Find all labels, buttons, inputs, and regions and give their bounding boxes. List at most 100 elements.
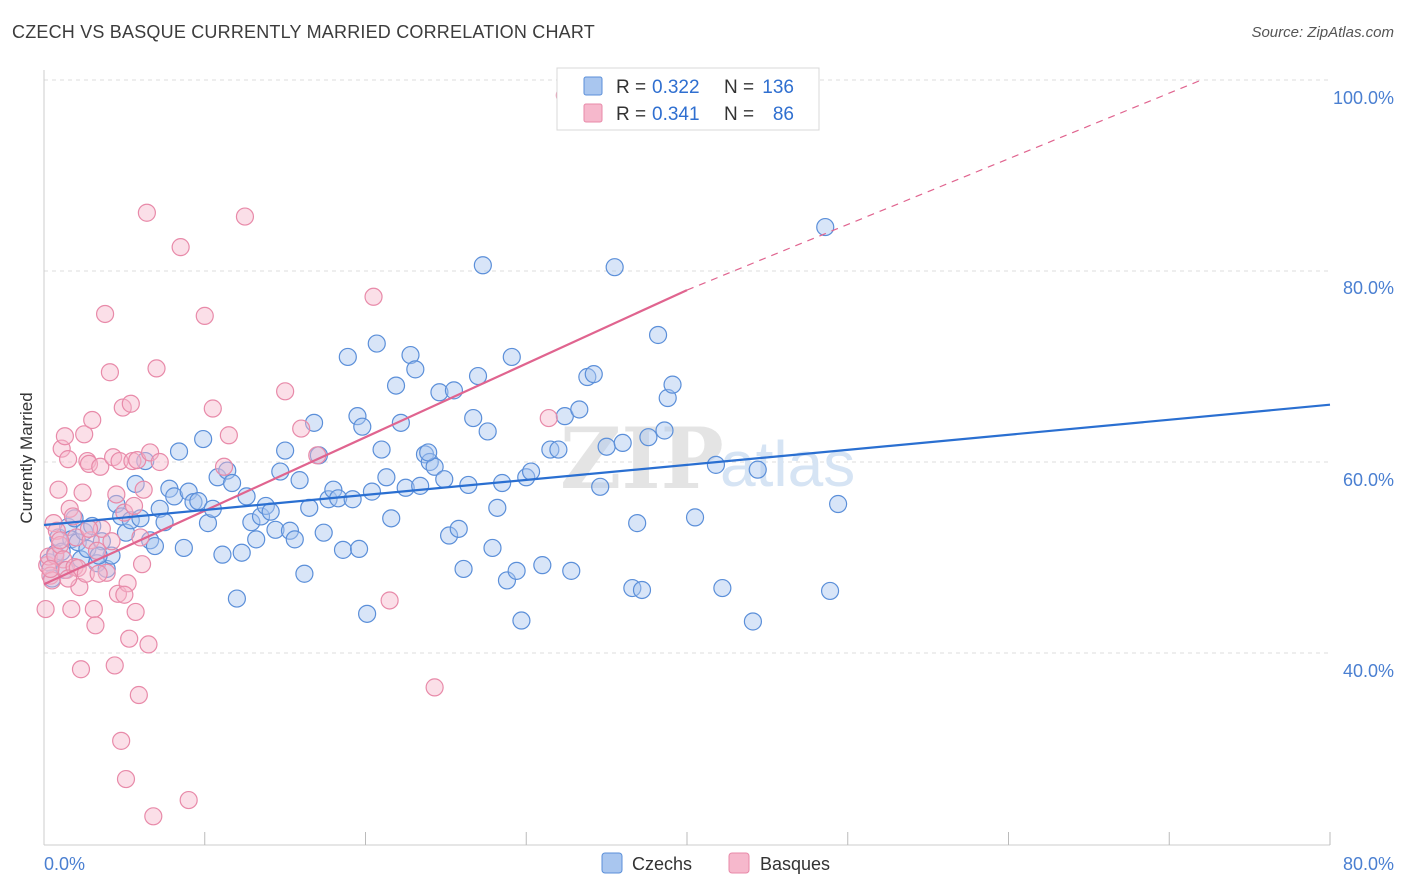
basque-point-80 [41, 559, 60, 579]
x-axis-ticks [204, 832, 1331, 845]
legend-swatch-czech [583, 76, 603, 96]
czech-point-119 [632, 580, 652, 600]
czech-point-126 [706, 455, 726, 474]
basque-point-56 [134, 480, 153, 499]
basque-point-27 [79, 454, 99, 474]
basque-point-64 [179, 790, 198, 810]
legend-n-value-basque: 86 [773, 104, 794, 125]
czech-point-87 [439, 526, 459, 545]
basque-point-46 [116, 769, 136, 789]
czech-point-105 [533, 556, 552, 575]
legend-n-value-czech: 136 [762, 77, 794, 98]
czech-point-116 [613, 433, 632, 452]
czech-point-120 [639, 428, 658, 447]
czech-point-80 [406, 360, 425, 379]
czech-point-104 [521, 462, 541, 481]
czech-point-115 [605, 258, 624, 277]
czech-point-79 [401, 345, 420, 365]
basque-point-54 [129, 685, 148, 705]
czech-point-109 [562, 561, 581, 580]
legend-n-label-basque: N = [724, 104, 754, 125]
basque-trend-line [43, 289, 688, 586]
czech-point-133 [349, 539, 369, 559]
basque-point-69 [235, 207, 255, 226]
czech-point-107 [549, 440, 568, 459]
basque-points [36, 86, 574, 826]
czech-point-75 [382, 509, 401, 528]
czech-point-33 [179, 482, 198, 501]
czech-point-118 [628, 514, 647, 533]
series-legend: Czechs Basques [601, 852, 830, 874]
czech-point-85 [430, 383, 449, 402]
czech-point-123 [658, 388, 677, 408]
basque-point-39 [105, 656, 124, 675]
watermark-zip: ZIP [560, 409, 724, 508]
czech-point-53 [276, 441, 295, 460]
czech-point-76 [386, 376, 406, 395]
basque-point-28 [81, 531, 100, 550]
y-tick-label-40: 40.0% [1343, 661, 1394, 681]
basque-point-75 [425, 678, 444, 697]
czech-point-57 [295, 564, 314, 583]
czech-point-90 [454, 559, 473, 579]
chart-title: CZECH VS BASQUE CURRENTLY MARRIED CORREL… [12, 22, 595, 42]
basque-point-68 [219, 426, 238, 445]
czech-point-67 [343, 490, 362, 509]
czech-point-127 [713, 578, 732, 598]
czech-point-121 [648, 325, 668, 345]
czech-point-37 [198, 514, 218, 533]
czech-point-70 [358, 604, 377, 623]
basque-point-63 [171, 238, 190, 257]
x-tick-label-80: 80.0% [1343, 854, 1394, 874]
basque-point-0 [36, 599, 55, 619]
czech-point-66 [338, 347, 357, 367]
watermark: ZIP atlas [560, 409, 855, 508]
basque-point-30 [84, 599, 103, 619]
czech-point-134 [419, 443, 438, 462]
basque-point-37 [100, 363, 120, 382]
legend-r-label-basque: R = [616, 104, 646, 125]
legend-swatch-basques [728, 852, 750, 874]
czech-point-52 [271, 462, 290, 481]
czech-point-89 [449, 519, 468, 538]
czech-point-48 [251, 507, 271, 526]
source-credit: Source: ZipAtlas.com [1251, 24, 1394, 41]
czech-point-56 [290, 471, 309, 490]
czech-point-96 [483, 538, 502, 558]
basque-point-16 [62, 599, 81, 619]
basque-point-48 [120, 629, 139, 648]
basque-point-8 [49, 480, 68, 499]
czech-point-112 [584, 365, 603, 384]
czech-point-95 [478, 422, 497, 441]
basque-point-33 [91, 457, 110, 476]
legend-n-label-czech: N = [724, 77, 754, 98]
czech-point-97 [488, 498, 507, 517]
czech-point-100 [502, 347, 521, 367]
basque-point-23 [73, 483, 92, 502]
basque-point-12 [55, 427, 74, 446]
czech-point-128 [743, 612, 763, 631]
czech-point-72 [367, 334, 386, 353]
czech-point-114 [597, 437, 616, 456]
legend-swatch-basque [583, 103, 603, 123]
basque-point-65 [195, 306, 214, 325]
legend-r-label-czech: R = [616, 77, 646, 98]
czech-point-43 [227, 589, 246, 608]
basque-point-9 [50, 535, 70, 555]
czech-point-51 [266, 520, 285, 539]
czech-point-81 [411, 476, 430, 495]
basque-point-70 [276, 382, 295, 401]
basque-point-67 [214, 457, 234, 476]
czech-point-69 [353, 417, 372, 436]
czech-point-99 [497, 571, 517, 590]
czech-point-31 [169, 442, 189, 461]
watermark-atlas: atlas [720, 428, 855, 500]
basque-point-84 [115, 585, 134, 604]
basque-point-85 [132, 555, 152, 574]
czech-point-101 [507, 561, 526, 580]
czech-point-113 [591, 477, 610, 496]
czech-point-102 [512, 611, 531, 630]
czech-point-50 [261, 502, 280, 521]
czech-point-130 [816, 217, 835, 237]
